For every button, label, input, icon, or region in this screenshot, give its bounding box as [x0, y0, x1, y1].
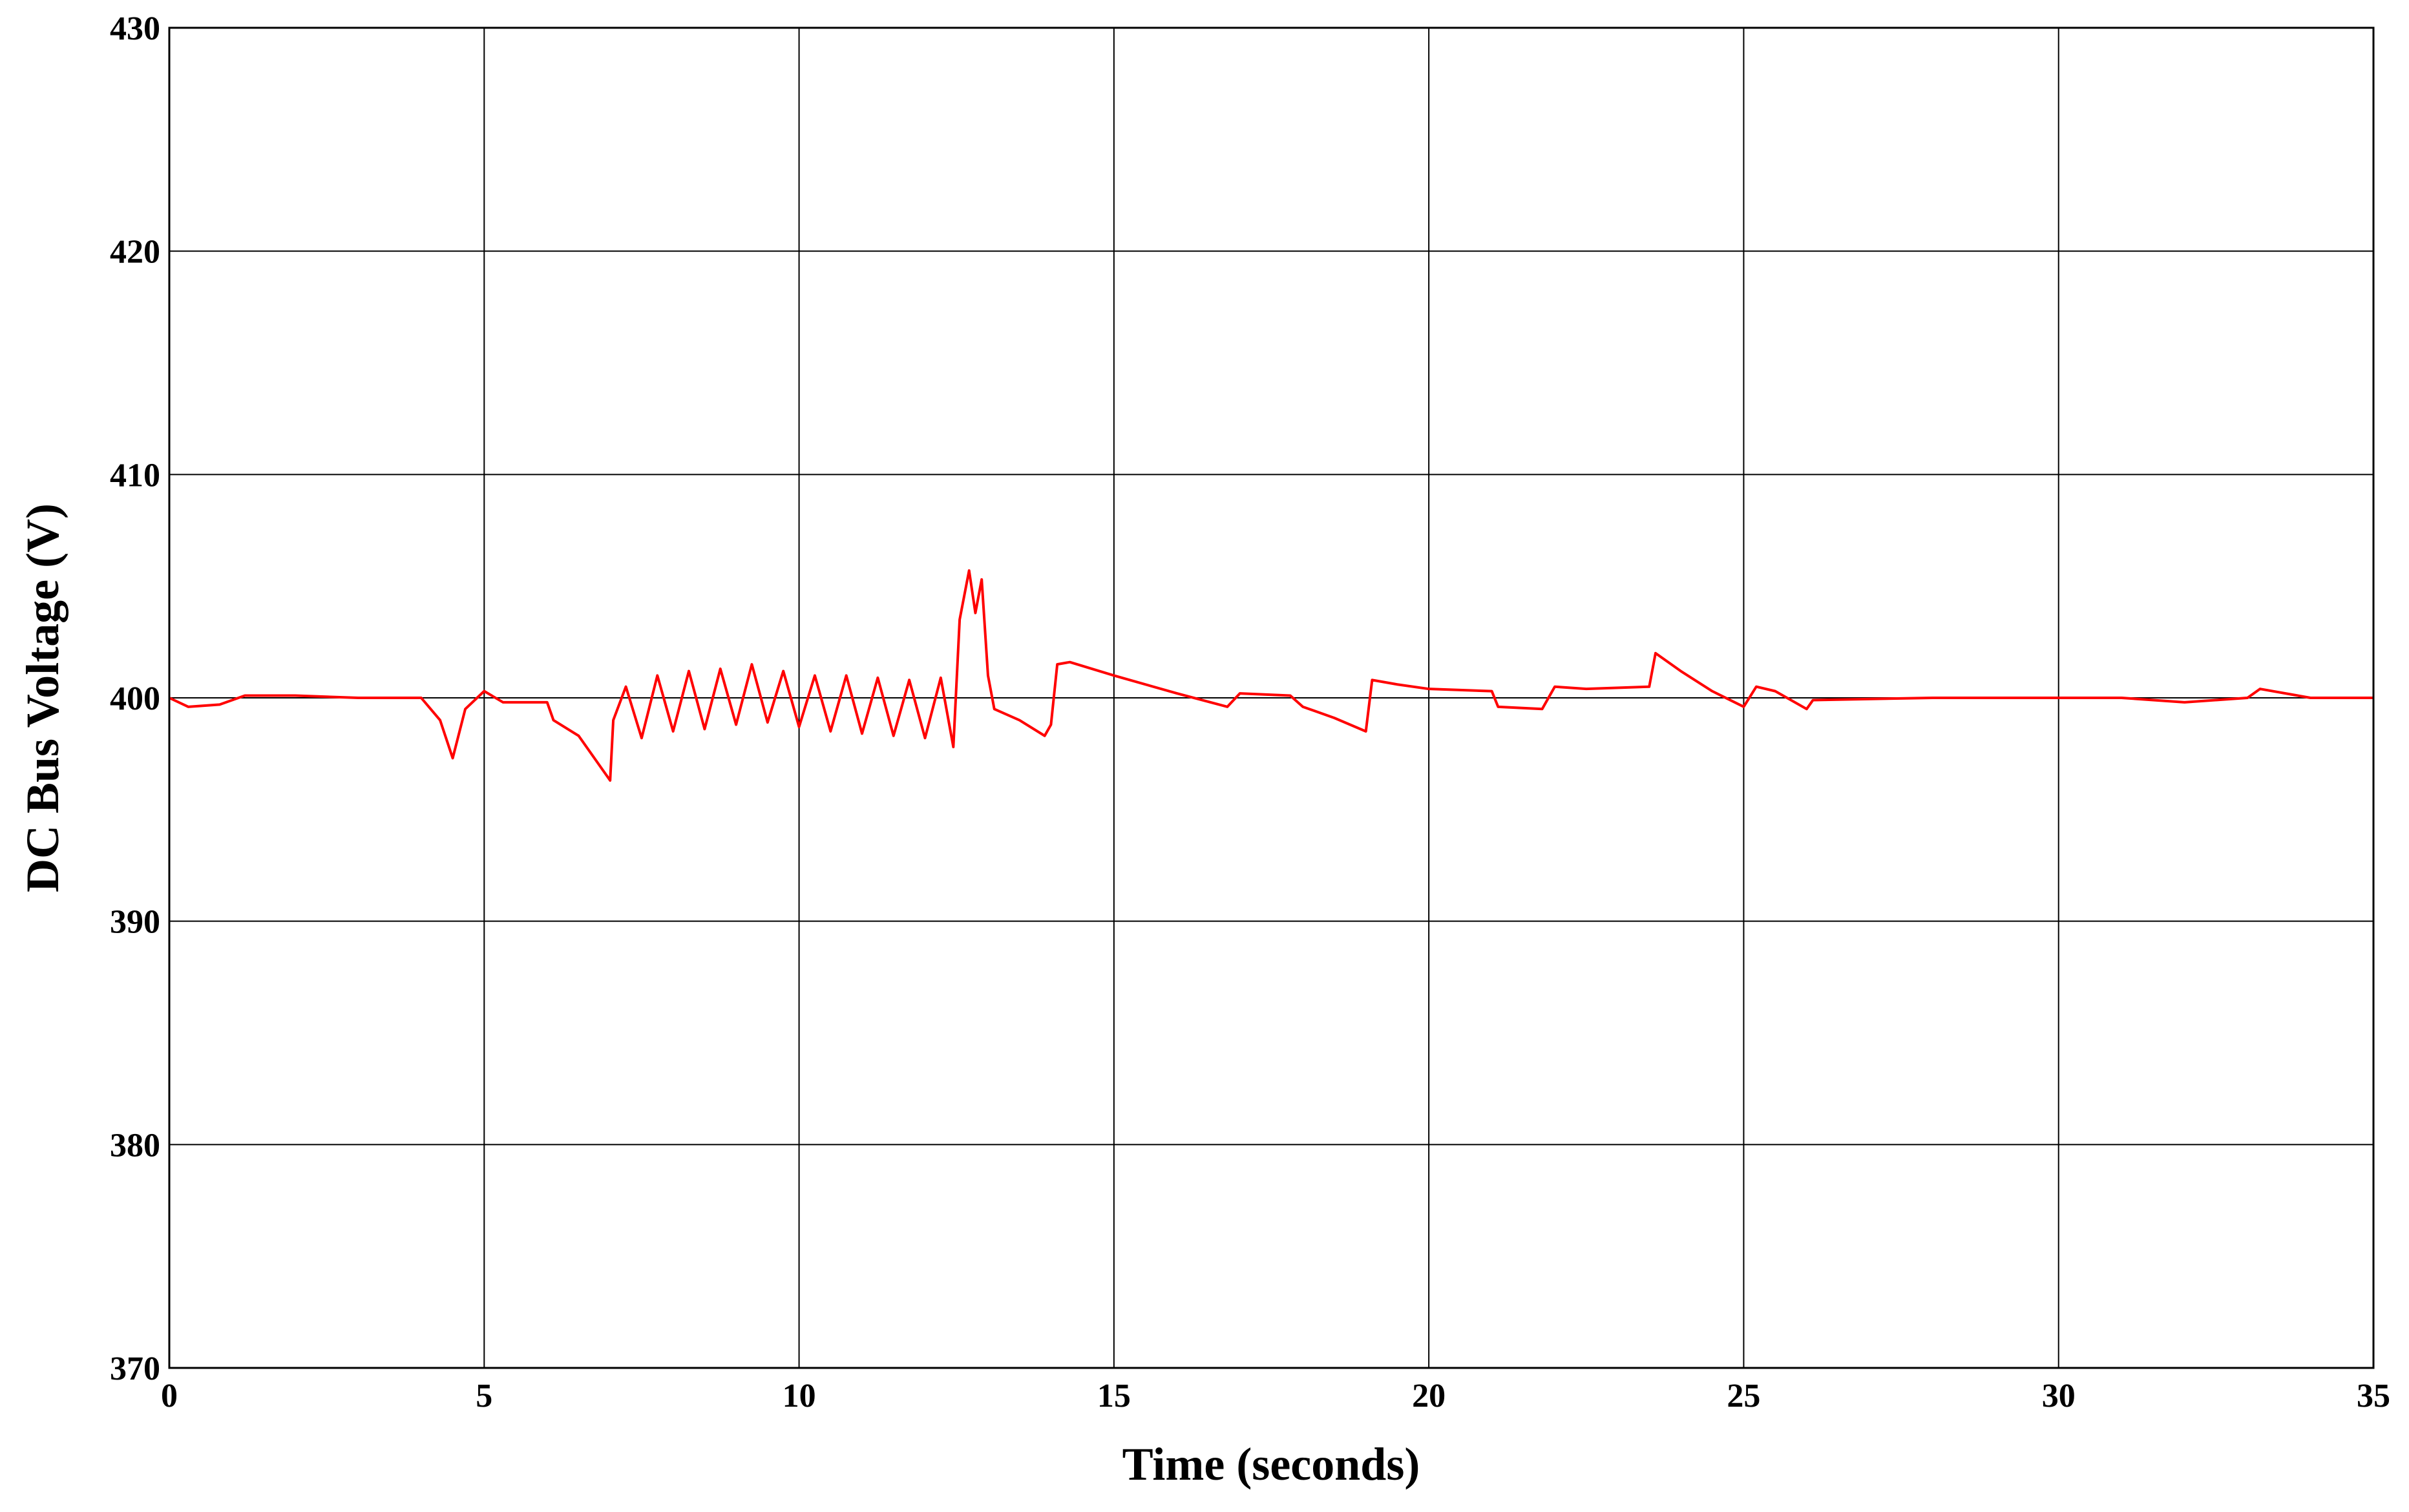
x-tick-label: 10	[783, 1378, 816, 1414]
axes-frame	[168, 26, 2375, 1369]
y-tick-label: 400	[110, 680, 160, 717]
y-tick-label: 410	[110, 457, 160, 494]
data-line	[169, 569, 2373, 782]
tick-labels: 0 5 10 15 20 25 30 35 370 380 390 400 410 420 430	[110, 10, 2390, 1414]
x-tick-label: 0	[161, 1378, 178, 1414]
y-tick-label: 380	[110, 1127, 160, 1164]
y-tick-label: 370	[110, 1350, 160, 1387]
x-tick-label: 30	[2042, 1378, 2076, 1414]
x-tick-label: 15	[1097, 1378, 1131, 1414]
y-tick-label: 420	[110, 234, 160, 271]
y-axis-title: DC Bus Voltage (V)	[17, 503, 68, 892]
grid	[169, 27, 2374, 1369]
x-tick-label: 25	[1727, 1378, 1760, 1414]
y-tick-label: 430	[110, 10, 160, 47]
x-tick-label: 5	[476, 1378, 492, 1414]
x-axis-title: Time (seconds)	[1122, 1438, 1420, 1490]
plot-area	[169, 569, 2373, 782]
x-tick-label: 35	[2357, 1378, 2390, 1414]
y-tick-label: 390	[110, 904, 160, 941]
x-tick-label: 20	[1412, 1378, 1446, 1414]
